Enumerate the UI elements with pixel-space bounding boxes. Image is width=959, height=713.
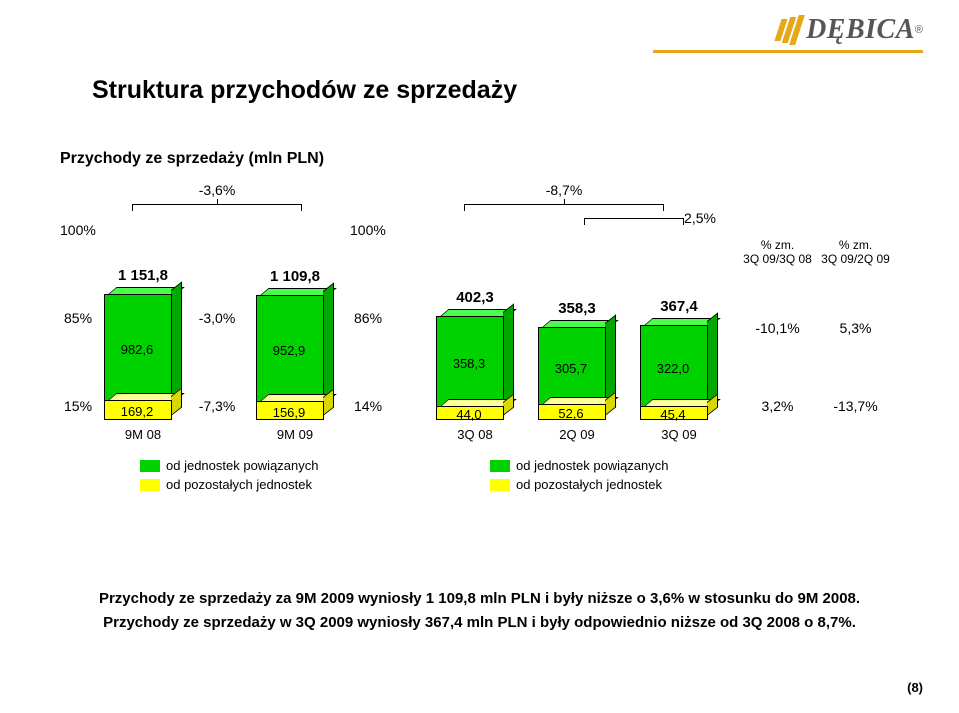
bar-segment-label: 358,3 xyxy=(436,356,502,371)
bar-yellow: 169,2 xyxy=(104,402,182,420)
page-number: (8) xyxy=(907,680,923,695)
x-axis-label: 9M 09 xyxy=(256,427,334,442)
bar-slot: 367,4 322,0 45,4 3Q 09 xyxy=(640,297,718,420)
pct-label: 100% xyxy=(60,222,96,238)
pct-label: 85% xyxy=(64,310,92,326)
swatch-icon xyxy=(490,479,510,491)
footer-line: Przychody ze sprzedaży w 3Q 2009 wyniosł… xyxy=(0,614,959,631)
between-label: -7,3% xyxy=(199,398,236,414)
legend-label: od jednostek powiązanych xyxy=(516,458,669,473)
value-cell: -10,1% xyxy=(740,320,815,336)
value-cell: 3,2% xyxy=(740,398,815,414)
pct-label: 100% xyxy=(350,222,386,238)
page-subtitle: Przychody ze sprzedaży (mln PLN) xyxy=(60,150,324,168)
bar-segment-label: 156,9 xyxy=(256,405,322,420)
swatch-icon xyxy=(490,460,510,472)
legend-left: od jednostek powiązanych od pozostałych … xyxy=(140,458,319,492)
col-header-line: 3Q 09/2Q 09 xyxy=(818,252,893,266)
chart-area: -3,6% 100% 85% 15% 100% 86% 14% -3,0% -7… xyxy=(60,180,900,500)
bar-total-label: 1 109,8 xyxy=(250,268,340,285)
legend-label: od pozostałych jednostek xyxy=(516,477,662,492)
bar-yellow: 52,6 xyxy=(538,406,616,420)
x-axis-label: 3Q 09 xyxy=(640,427,718,442)
col-header-line: 3Q 09/3Q 08 xyxy=(740,252,815,266)
col-header-line: % zm. xyxy=(818,238,893,252)
bar-green: 982,6 xyxy=(104,296,182,402)
legend-label: od pozostałych jednostek xyxy=(166,477,312,492)
bar-yellow: 45,4 xyxy=(640,408,718,420)
bar-segment-label: 169,2 xyxy=(104,404,170,419)
bar-green: 322,0 xyxy=(640,327,718,408)
change-brace xyxy=(464,204,664,211)
legend-item: od pozostałych jednostek xyxy=(140,477,319,492)
bar-segment-label: 982,6 xyxy=(104,342,170,357)
bar-segment-label: 45,4 xyxy=(640,407,706,422)
x-axis-label: 2Q 09 xyxy=(538,427,616,442)
bar-yellow: 156,9 xyxy=(256,403,334,420)
change-brace xyxy=(584,218,684,225)
change-label: -3,6% xyxy=(199,182,236,198)
col-header: % zm. 3Q 09/2Q 09 xyxy=(818,238,893,266)
bar-yellow: 44,0 xyxy=(436,408,514,420)
value-cell: 5,3% xyxy=(818,320,893,336)
bar-total-label: 358,3 xyxy=(532,300,622,317)
x-axis-label: 9M 08 xyxy=(104,427,182,442)
bar-segment-label: 305,7 xyxy=(538,361,604,376)
change-brace xyxy=(132,204,302,211)
bar-green: 305,7 xyxy=(538,329,616,406)
bar-total-label: 402,3 xyxy=(430,289,520,306)
value-cell: -13,7% xyxy=(818,398,893,414)
logo: DĘBICA ® xyxy=(778,14,923,46)
col-header: % zm. 3Q 09/3Q 08 xyxy=(740,238,815,266)
bar-slot: 1 151,8 982,6 169,2 9M 08 xyxy=(104,266,182,420)
bar-segment-label: 52,6 xyxy=(538,406,604,421)
bar-slot: 1 109,8 952,9 156,9 9M 09 xyxy=(256,267,334,420)
swatch-icon xyxy=(140,479,160,491)
page-title: Struktura przychodów ze sprzedaży xyxy=(92,76,517,105)
x-axis-label: 3Q 08 xyxy=(436,427,514,442)
legend-item: od pozostałych jednostek xyxy=(490,477,669,492)
legend-right: od jednostek powiązanych od pozostałych … xyxy=(490,458,669,492)
pct-label: 15% xyxy=(64,398,92,414)
col-header-line: % zm. xyxy=(740,238,815,252)
bar-segment-label: 952,9 xyxy=(256,343,322,358)
legend-item: od jednostek powiązanych xyxy=(490,458,669,473)
bar-green: 952,9 xyxy=(256,297,334,403)
bar-slot: 358,3 305,7 52,6 2Q 09 xyxy=(538,299,616,420)
pct-label: 14% xyxy=(354,398,382,414)
bar-segment-label: 322,0 xyxy=(640,361,706,376)
between-label: -3,0% xyxy=(199,310,236,326)
legend-item: od jednostek powiązanych xyxy=(140,458,319,473)
logo-trademark: ® xyxy=(915,24,923,36)
swatch-icon xyxy=(140,460,160,472)
bar-segment-label: 44,0 xyxy=(436,407,502,422)
logo-text: DĘBICA xyxy=(806,14,915,46)
bar-total-label: 1 151,8 xyxy=(98,267,188,284)
bar-green: 358,3 xyxy=(436,318,514,408)
change-label: -8,7% xyxy=(546,182,583,198)
bar-slot: 402,3 358,3 44,0 3Q 08 xyxy=(436,288,514,420)
logo-underline xyxy=(653,50,923,53)
legend-label: od jednostek powiązanych xyxy=(166,458,319,473)
pct-label: 86% xyxy=(354,310,382,326)
page: DĘBICA ® Struktura przychodów ze sprzeda… xyxy=(0,0,959,713)
change-label: 2,5% xyxy=(684,210,716,226)
footer-line: Przychody ze sprzedaży za 9M 2009 wynios… xyxy=(0,590,959,607)
bar-total-label: 367,4 xyxy=(634,298,724,315)
